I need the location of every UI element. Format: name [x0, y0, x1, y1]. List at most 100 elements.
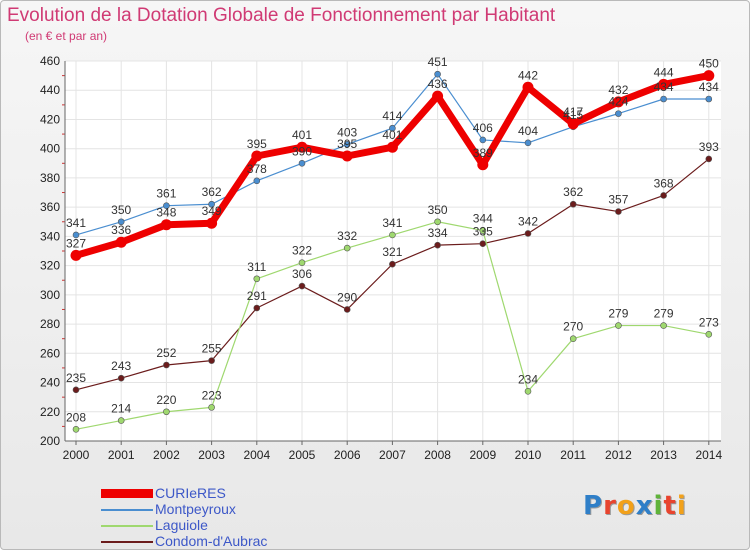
data-label-curieres: 432: [608, 83, 628, 97]
data-point-curieres: [386, 141, 398, 153]
data-point-curieres: [703, 70, 715, 82]
legend-label: Laguiole: [155, 517, 208, 533]
data-label-laguiole: 279: [608, 307, 628, 321]
data-point-montpeyroux: [343, 141, 351, 148]
data-label-laguiole: 270: [563, 320, 583, 334]
data-label-curieres: 395: [247, 137, 267, 151]
data-point-curieres: [612, 96, 624, 108]
data-point-condom-d-aubrac: [343, 306, 351, 313]
data-point-montpeyroux: [253, 177, 261, 185]
data-point-curieres: [206, 217, 218, 229]
x-tick-label: 2008: [424, 448, 451, 462]
y-tick-label: 340: [40, 229, 60, 243]
chart-subtitle: (en € et par an): [25, 29, 108, 43]
data-point-montpeyroux: [479, 136, 487, 144]
data-point-montpeyroux: [389, 124, 396, 132]
data-label-laguiole: 332: [337, 229, 357, 243]
data-label-laguiole: 322: [292, 244, 312, 258]
x-tick-label: 2012: [605, 448, 632, 462]
data-point-curieres: [341, 150, 353, 162]
data-label-laguiole: 214: [111, 402, 131, 416]
data-point-montpeyroux: [117, 218, 125, 226]
data-point-montpeyroux: [524, 139, 532, 147]
y-tick-label: 300: [40, 288, 60, 302]
data-point-condom-d-aubrac: [569, 200, 577, 208]
data-label-curieres: 436: [428, 77, 448, 91]
data-label-condom-d-aubrac: 342: [518, 214, 538, 228]
logo-letter: i: [653, 491, 664, 521]
data-label-condom-d-aubrac: 335: [473, 225, 493, 239]
data-label-curieres: 450: [699, 57, 719, 71]
data-label-condom-d-aubrac: 252: [156, 346, 176, 360]
data-label-montpeyroux: 404: [518, 124, 538, 138]
data-point-condom-d-aubrac: [298, 282, 306, 290]
legend-swatch: [101, 525, 153, 527]
data-label-montpeyroux: 361: [156, 187, 176, 201]
data-point-montpeyroux: [705, 95, 713, 103]
axis-layer: 200 220 240 260 280 300 320 340 360 380 400 420 440 4…: [40, 54, 723, 462]
data-label-montpeyroux: 434: [654, 80, 674, 94]
chart-title: Evolution de la Dotation Globale de Fonc…: [7, 5, 556, 26]
y-tick-label: 260: [40, 346, 60, 360]
y-tick-label: 320: [40, 259, 60, 273]
data-point-montpeyroux: [208, 200, 215, 208]
data-point-condom-d-aubrac: [524, 230, 532, 237]
data-point-condom-d-aubrac: [434, 241, 441, 249]
data-point-curieres: [115, 236, 127, 248]
data-point-laguiole: [389, 231, 396, 239]
data-point-laguiole: [524, 388, 532, 395]
data-point-curieres: [160, 219, 172, 231]
data-label-condom-d-aubrac: 357: [608, 193, 628, 207]
data-point-laguiole: [117, 417, 125, 424]
y-tick-label: 220: [40, 405, 60, 419]
y-tick-label: 360: [40, 200, 60, 214]
logo-letter: t: [663, 491, 677, 521]
x-tick-label: 2003: [198, 448, 225, 462]
data-point-laguiole: [615, 322, 622, 329]
data-point-laguiole: [434, 218, 441, 226]
data-label-montpeyroux: 406: [473, 121, 493, 135]
data-label-montpeyroux: 341: [66, 216, 86, 230]
data-label-laguiole: 341: [382, 216, 402, 230]
data-label-montpeyroux: 434: [699, 80, 719, 94]
data-label-condom-d-aubrac: 362: [563, 185, 583, 199]
data-point-montpeyroux: [72, 231, 80, 239]
legend-swatch: [101, 489, 153, 498]
data-point-curieres: [432, 90, 444, 102]
data-label-laguiole: 350: [428, 203, 448, 217]
data-point-condom-d-aubrac: [389, 260, 396, 268]
y-tick-label: 460: [40, 54, 60, 68]
logo-letter: r: [603, 491, 617, 521]
y-tick-label: 240: [40, 376, 60, 390]
data-label-montpeyroux: 415: [563, 108, 583, 122]
y-tick-label: 200: [40, 434, 60, 448]
data-label-condom-d-aubrac: 368: [654, 176, 674, 190]
data-label-montpeyroux: 390: [292, 144, 312, 158]
proxiti-logo: Proxiti: [583, 491, 687, 521]
data-label-condom-d-aubrac: 306: [292, 267, 312, 281]
data-point-condom-d-aubrac: [253, 304, 261, 312]
data-label-curieres: 417: [563, 105, 583, 119]
data-label-curieres: 442: [518, 68, 538, 82]
data-point-laguiole: [253, 275, 261, 283]
data-label-laguiole: 208: [66, 410, 86, 424]
data-point-condom-d-aubrac: [72, 386, 80, 394]
data-label-condom-d-aubrac: 255: [202, 342, 222, 356]
data-label-curieres: 389: [473, 146, 493, 160]
data-point-montpeyroux: [615, 110, 622, 117]
x-tick-label: 2011: [560, 448, 586, 462]
data-label-montpeyroux: 451: [428, 55, 448, 69]
logo-letter: x: [635, 491, 654, 521]
data-point-laguiole: [705, 331, 713, 338]
x-tick-label: 2000: [63, 448, 90, 462]
data-label-condom-d-aubrac: 290: [337, 290, 357, 304]
y-tick-label: 420: [40, 112, 60, 126]
data-label-condom-d-aubrac: 291: [247, 289, 267, 303]
data-point-curieres: [522, 81, 534, 93]
data-point-curieres: [251, 150, 263, 162]
y-tick-label: 380: [40, 171, 60, 185]
data-label-curieres: 401: [382, 128, 402, 142]
x-tick-label: 2002: [153, 448, 180, 462]
y-tick-label: 280: [40, 317, 60, 331]
data-point-curieres: [567, 118, 579, 130]
